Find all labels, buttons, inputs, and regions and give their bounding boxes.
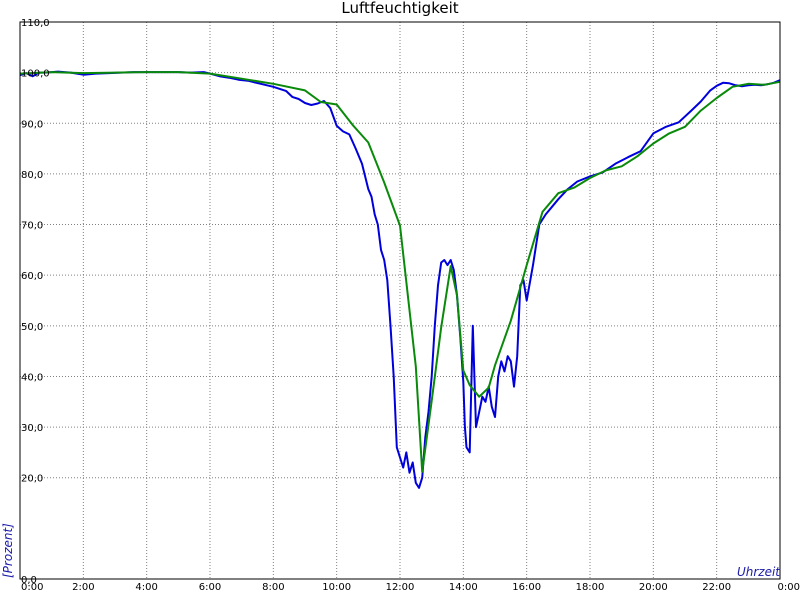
y-tick-label: 50,0: [21, 322, 43, 333]
x-tick-label: 20:00: [639, 582, 668, 593]
x-tick-labels: 0:00 2:00 4:00 6:00 8:00 10:00 12:00 14:00 16:00…: [21, 582, 800, 593]
x-tick-label: 12:00: [386, 582, 415, 593]
x-axis-label: Uhrzeit: [737, 565, 781, 579]
x-tick-label: 18:00: [576, 582, 605, 593]
y-tick-label: 70,0: [21, 221, 43, 232]
x-tick-label: 4:00: [135, 582, 157, 593]
y-tick-label: 110,0: [21, 18, 50, 29]
y-tick-label: 80,0: [21, 170, 43, 181]
y-tick-label: 90,0: [21, 119, 43, 130]
x-tick-label: 0:00: [21, 582, 43, 593]
chart-title: Luftfeuchtigkeit: [341, 0, 458, 17]
y-tick-label: 40,0: [21, 372, 43, 383]
y-tick-label: 20,0: [21, 474, 43, 485]
series-line-2: [19, 71, 781, 473]
x-tick-label: 14:00: [449, 582, 478, 593]
y-tick-label: 30,0: [21, 423, 43, 434]
x-tick-label: 8:00: [262, 582, 284, 593]
x-tick-label: 10:00: [322, 582, 351, 593]
y-tick-label: 100,0: [21, 69, 50, 80]
series-layer: [19, 70, 781, 489]
grid-lines: [19, 21, 781, 580]
x-tick-label: 16:00: [512, 582, 541, 593]
y-tick-label: 60,0: [21, 271, 43, 282]
y-tick-label: 0,0: [21, 575, 37, 586]
plot-frame: [19, 21, 781, 580]
x-tick-label: 22:00: [702, 582, 731, 593]
x-tick-label: 2:00: [72, 582, 94, 593]
x-tick-label: 6:00: [199, 582, 221, 593]
series-line-1: [19, 70, 781, 489]
x-tick-label: 0:00: [778, 582, 800, 593]
y-axis-label: [Prozent]: [1, 523, 15, 578]
y-tick-labels: 0,0 20,0 30,0 40,0 50,0 60,0 70,0 80,0 90,0 100,0…: [21, 18, 50, 586]
